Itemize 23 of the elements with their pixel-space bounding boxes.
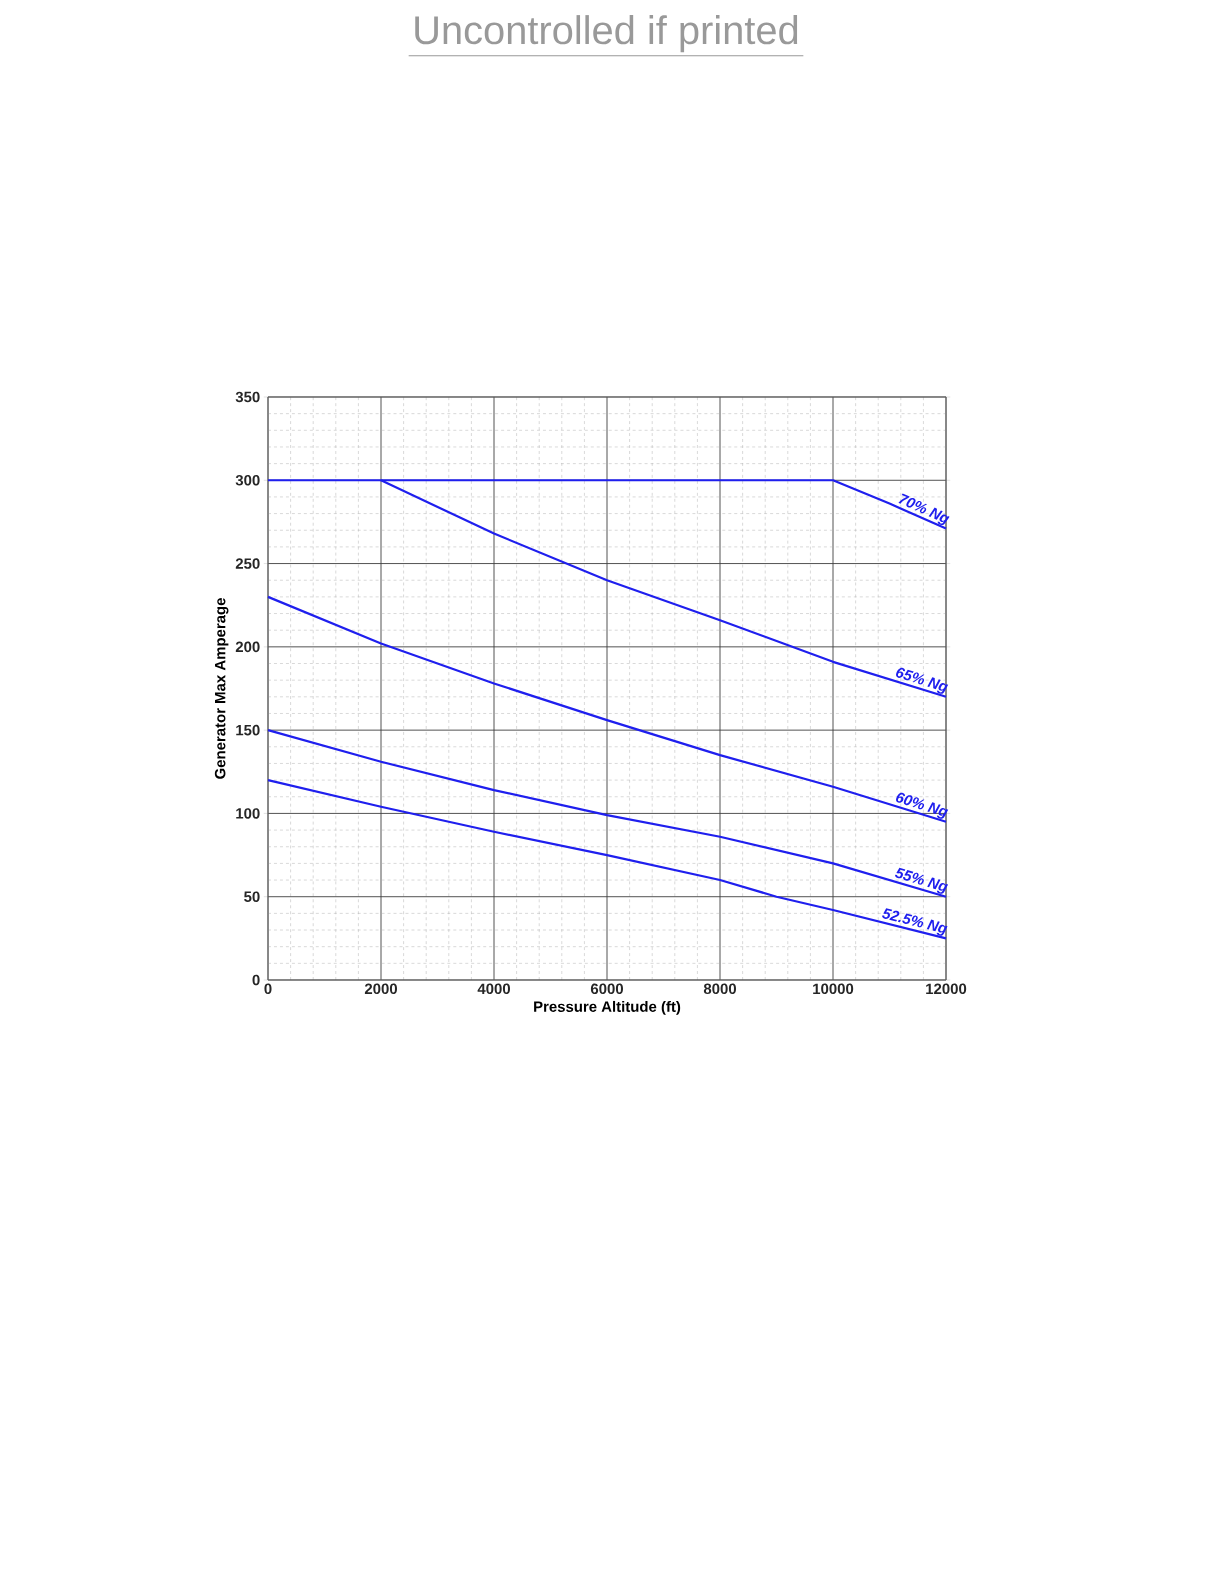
text: Uncontrolled if printed: [415, 15, 798, 53]
y-tick-label: 250: [235, 558, 260, 569]
text: 55% Ng: [895, 867, 949, 894]
text: 60% Ng: [896, 792, 949, 819]
y-tick-label: 50: [244, 891, 260, 902]
y-tick-label: 300: [235, 474, 260, 486]
x-tick-label: 4000: [477, 983, 510, 995]
y-tick-label: 150: [236, 724, 260, 736]
x-tick-label: 10000: [813, 983, 854, 995]
x-tick-label: 12000: [926, 983, 967, 995]
y-tick-label: 0: [252, 974, 260, 986]
y-tick-label: 200: [235, 641, 260, 653]
x-tick-label: 6000: [590, 983, 623, 995]
x-tick-label: 2000: [364, 983, 397, 995]
x-tick-label: 8000: [703, 983, 736, 995]
text: 65% Ng: [896, 667, 949, 694]
y-axis-title: Generator Max Amperage: [214, 598, 229, 779]
y-tick-label: 100: [236, 808, 260, 819]
text: 70% Ng: [898, 493, 950, 526]
x-axis-title: Pressure Altitude (ft): [534, 1000, 681, 1015]
text: 52.5% Ng: [882, 908, 948, 936]
y-tick-label: 350: [235, 391, 260, 403]
x-tick-label: 0: [264, 983, 272, 995]
